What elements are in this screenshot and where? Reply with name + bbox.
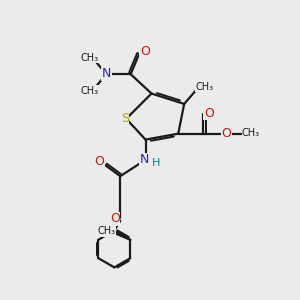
Text: CH₃: CH₃	[195, 82, 213, 92]
Text: CH₃: CH₃	[80, 52, 98, 63]
Text: O: O	[94, 155, 104, 168]
Text: O: O	[221, 127, 231, 140]
Text: S: S	[121, 112, 129, 125]
Text: O: O	[140, 45, 150, 58]
Text: CH₃: CH₃	[242, 128, 260, 138]
Text: N: N	[102, 67, 111, 80]
Text: CH₃: CH₃	[98, 226, 116, 236]
Text: CH₃: CH₃	[80, 86, 98, 96]
Text: N: N	[140, 153, 149, 166]
Text: O: O	[204, 106, 214, 120]
Text: H: H	[152, 158, 160, 168]
Text: O: O	[110, 212, 120, 226]
